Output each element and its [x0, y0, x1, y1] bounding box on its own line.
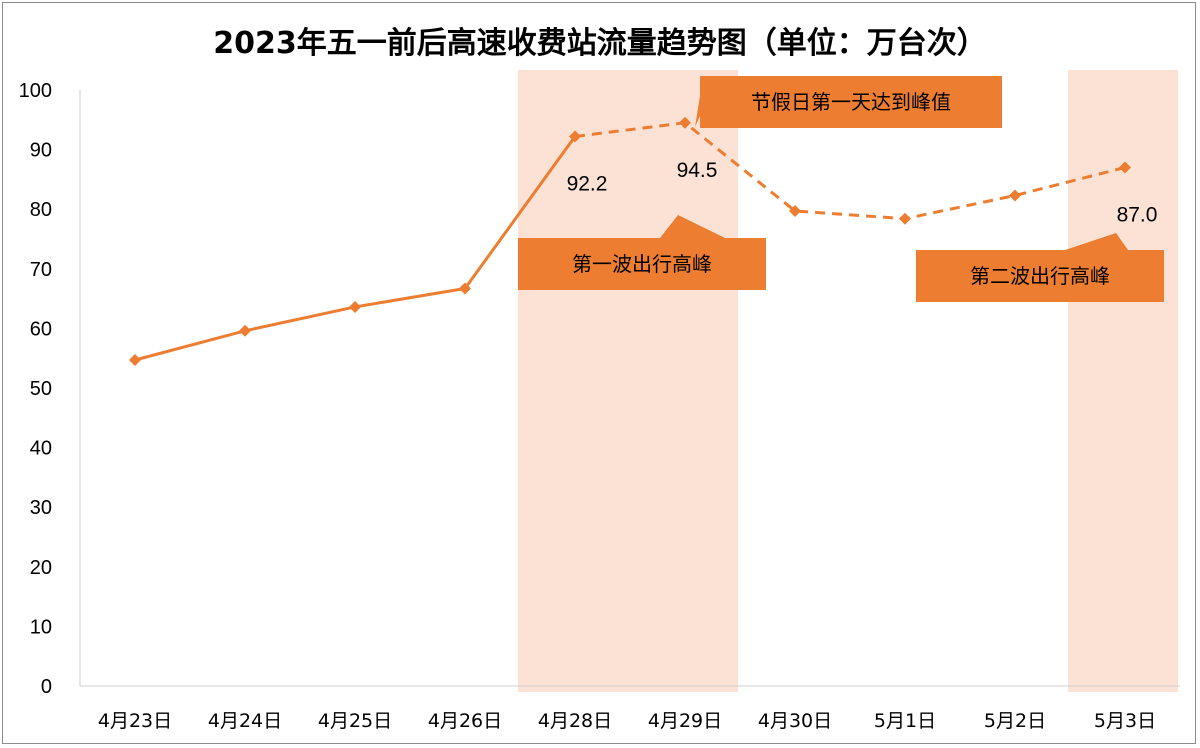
y-tick-label: 20 [30, 557, 52, 579]
callout-text: 第二波出行高峰 [970, 264, 1110, 288]
callout-box [916, 233, 1164, 302]
data-point [1009, 189, 1021, 202]
axes: 0 10 20 30 40 50 60 70 80 90 100 4月23日 4月24日 4月25日 4月2… [19, 80, 1180, 732]
data-point [129, 353, 141, 366]
y-tick-label: 30 [30, 497, 52, 519]
series-line-dashed [574, 121, 1126, 221]
callout-text: 第一波出行高峰 [572, 252, 712, 276]
y-tick-label: 10 [30, 616, 52, 638]
data-point [1119, 161, 1131, 174]
y-tick-label: 70 [30, 259, 52, 281]
x-tick-label: 4月25日 [318, 710, 392, 732]
data-labels: 92.2 94.5 87.0 [567, 159, 1158, 227]
highlight-band-1 [518, 70, 738, 692]
annotations: 节假日第一天达到峰值第一波出行高峰第二波出行高峰 [518, 76, 1164, 302]
callout-text: 节假日第一天达到峰值 [751, 90, 951, 114]
data-label: 92.2 [567, 172, 608, 195]
callout-box [695, 76, 1002, 128]
y-tick-label: 90 [30, 140, 52, 162]
y-tick-label: 40 [30, 438, 52, 460]
data-point [789, 204, 801, 217]
x-tick-label: 4月26日 [428, 710, 502, 732]
y-tick-label: 50 [30, 378, 52, 400]
callout-3: 第二波出行高峰 [916, 233, 1164, 302]
x-tick-label: 5月1日 [874, 710, 936, 732]
x-tick-label: 5月3日 [1094, 710, 1156, 732]
data-point [239, 324, 251, 337]
highlight-bands [518, 70, 1178, 692]
data-point [569, 130, 581, 143]
callout-box [518, 215, 766, 290]
x-tick-label: 4月28日 [538, 710, 612, 732]
callout-1: 节假日第一天达到峰值 [695, 76, 1002, 128]
data-point [349, 300, 361, 313]
highlight-band-2 [1068, 70, 1178, 692]
data-label: 94.5 [677, 159, 718, 182]
y-tick-label: 100 [19, 80, 52, 102]
callout-2: 第一波出行高峰 [518, 215, 766, 290]
y-tick-label: 80 [30, 199, 52, 221]
data-point [679, 116, 691, 129]
x-tick-label: 4月23日 [98, 710, 172, 732]
series-line-solid [134, 135, 577, 362]
x-tick-label: 4月24日 [208, 710, 282, 732]
chart-title: 2023年五一前后高速收费站流量趋势图（单位：万台次） [213, 26, 987, 61]
y-tick-label: 0 [41, 676, 52, 698]
x-tick-label: 4月29日 [648, 710, 722, 732]
y-tick-label: 60 [30, 318, 52, 340]
series-line [129, 116, 1131, 366]
data-point [899, 212, 911, 225]
data-label: 87.0 [1117, 203, 1158, 226]
x-tick-label: 4月30日 [758, 710, 832, 732]
x-tick-label: 5月2日 [984, 710, 1046, 732]
data-point [459, 282, 471, 295]
